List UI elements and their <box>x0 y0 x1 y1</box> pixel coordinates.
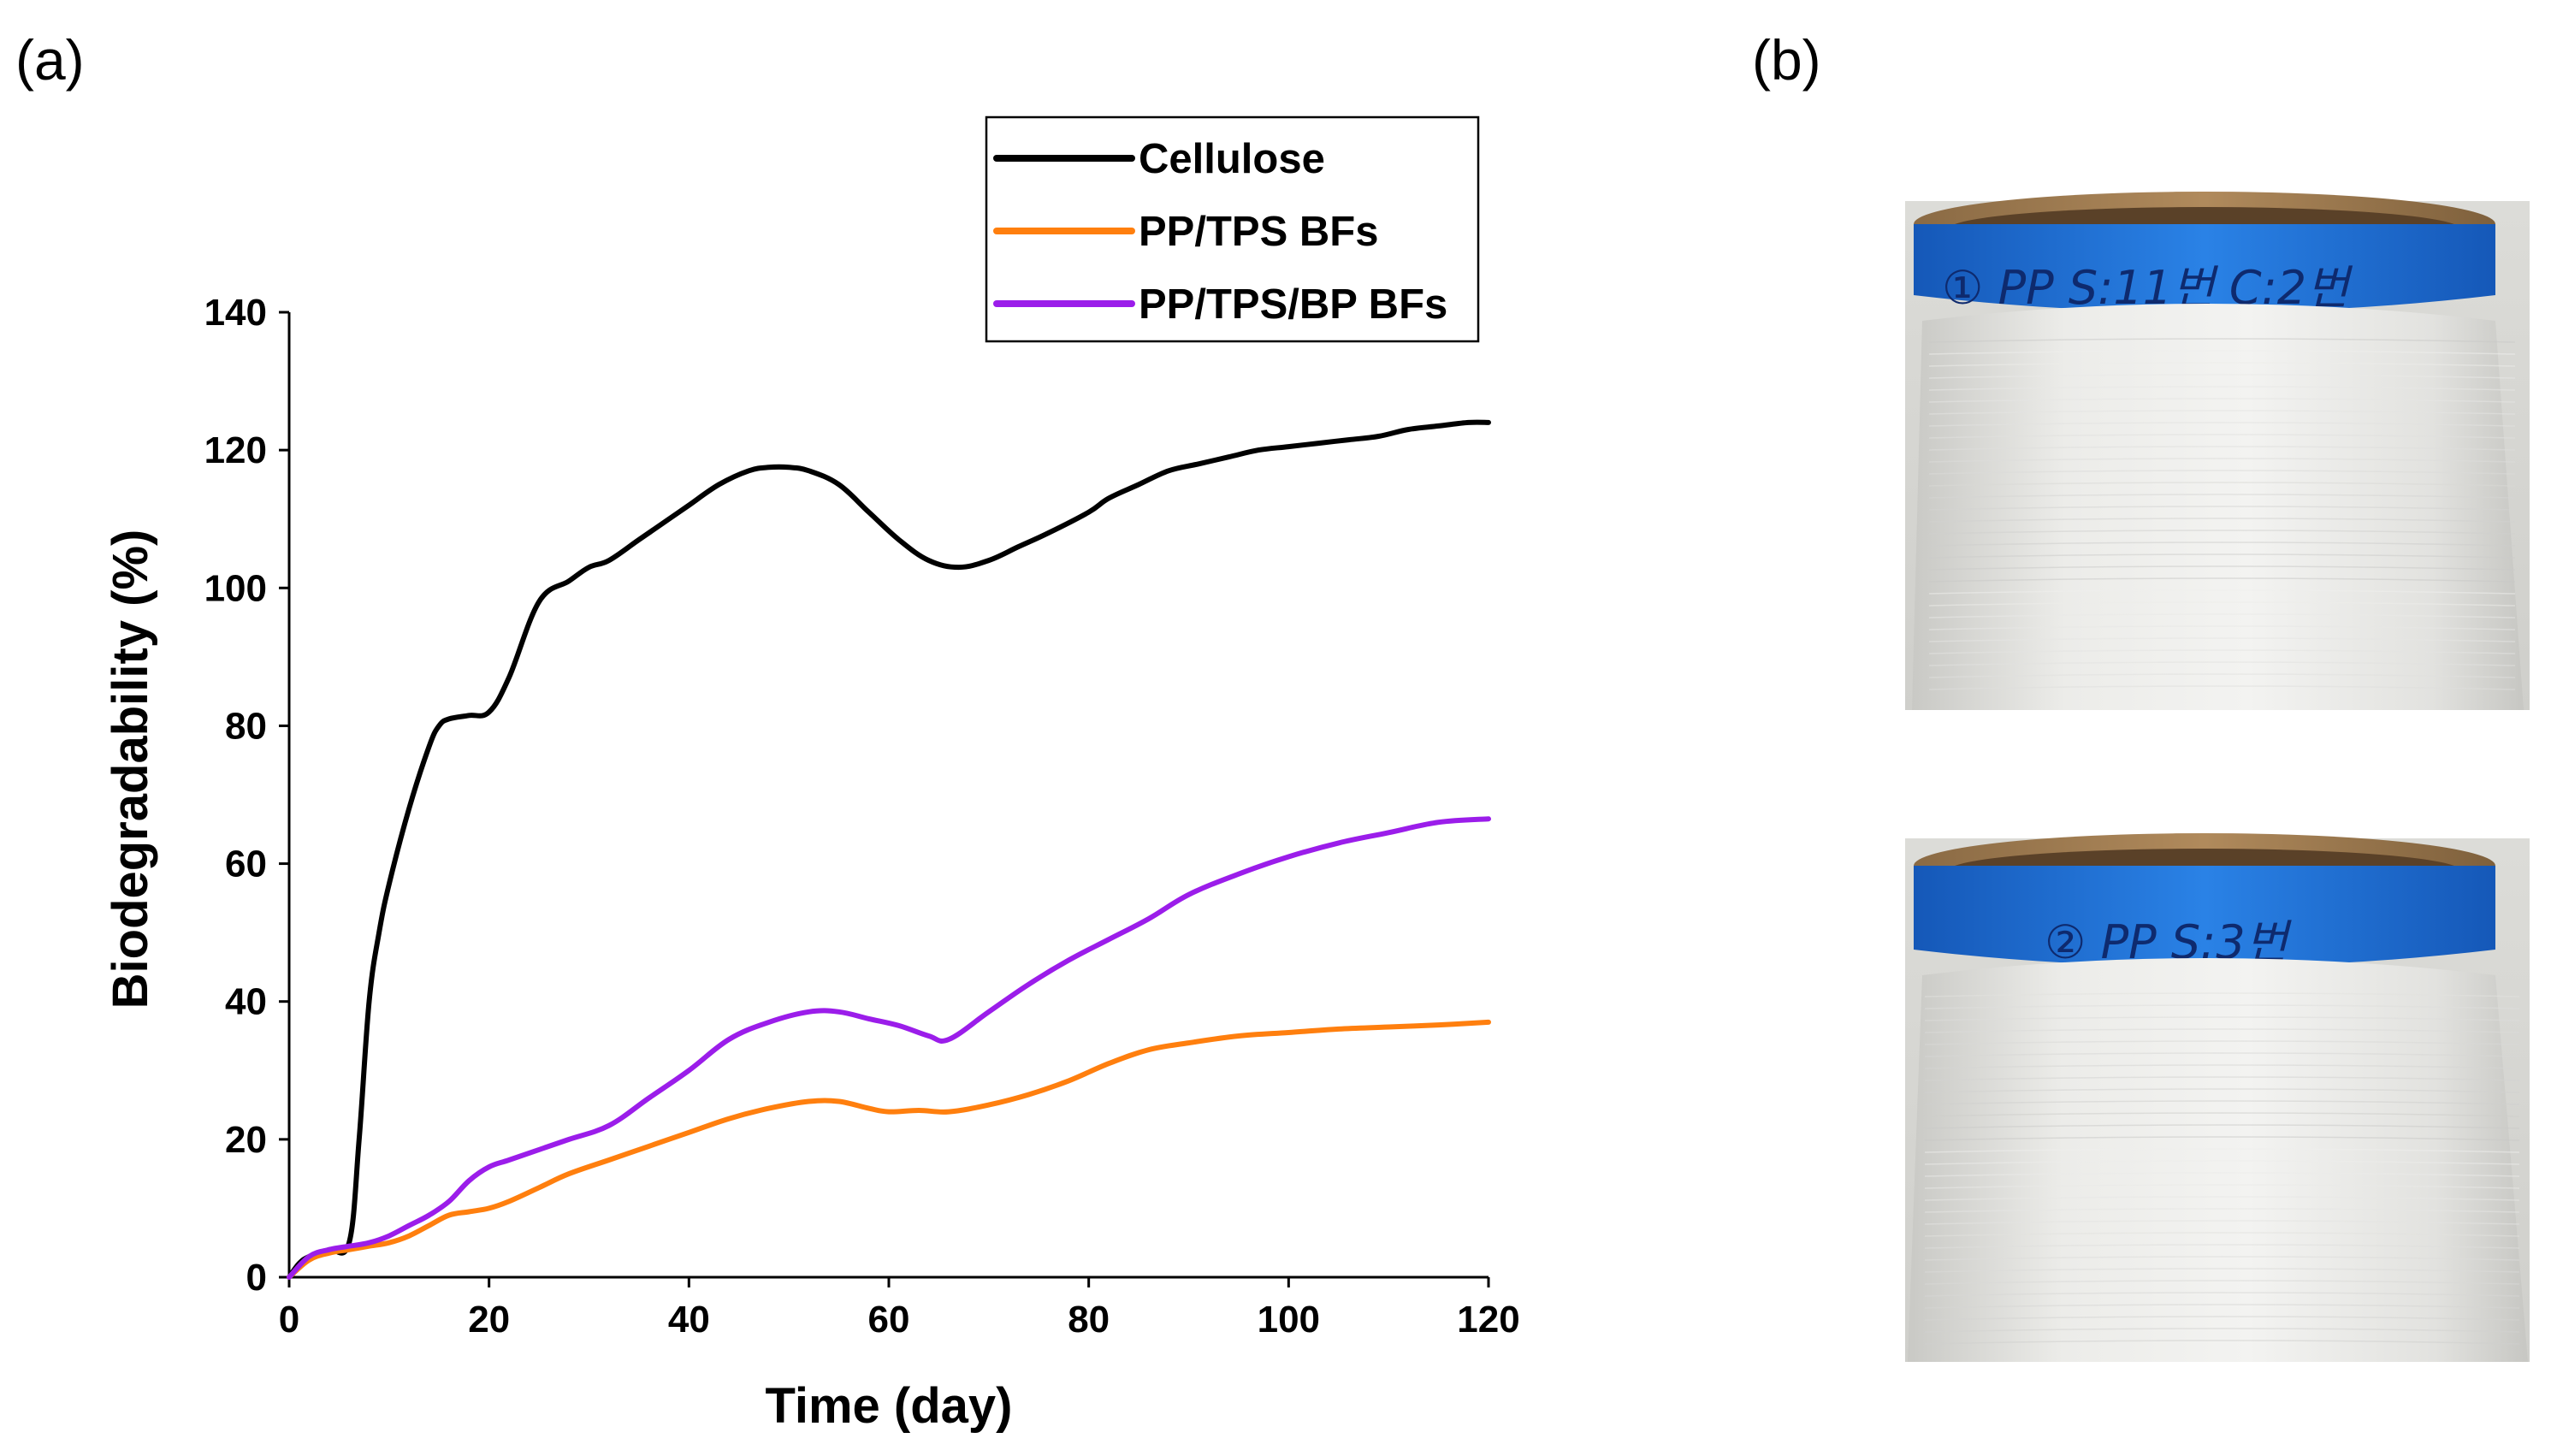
spool-bottom-fiber-strand <box>1924 1052 2520 1057</box>
x-tick-label: 20 <box>468 1299 510 1341</box>
spool-top-fiber-strand <box>1928 434 2516 439</box>
spool-bottom-fiber-strand <box>1924 1208 2520 1213</box>
spool-top-fiber-strand <box>1928 625 2516 630</box>
spool-bottom-fiber-strand <box>1924 1064 2520 1069</box>
spool-top-fiber-strand <box>1928 530 2516 535</box>
panel-b-label: (b) <box>1752 28 1821 92</box>
photo-top-group: ① PP S:11번 C:2번 <box>1905 192 2530 710</box>
spool-top-fiber-strand <box>1928 518 2516 523</box>
spool-top-fiber-strand <box>1928 482 2516 487</box>
spool-top-fiber-strand <box>1928 398 2516 403</box>
x-tick-label: 40 <box>668 1299 710 1341</box>
panel-a-label: (a) <box>15 28 85 92</box>
spool-top-fiber-strand <box>1928 470 2516 475</box>
series-line-cellulose <box>287 419 1491 1280</box>
spool-top-fiber-strand <box>1928 446 2516 451</box>
spool-bottom-fiber-strand <box>1924 1328 2520 1333</box>
series-line-pp-tps-bp-bfs <box>287 816 1491 1280</box>
spool-bottom-fiber-strand <box>1924 1076 2520 1081</box>
spool-top-fiber-strand <box>1928 553 2516 559</box>
x-axis-title: Time (day) <box>765 1378 1012 1434</box>
spool-bottom-fiber-strand <box>1924 1292 2520 1297</box>
y-axis-title: Biodegradability (%) <box>103 530 158 1009</box>
spool-top-fiber-strand <box>1928 673 2516 678</box>
y-tick-label: 120 <box>204 429 267 471</box>
spool-top-fiber-strand <box>1928 386 2516 391</box>
chart-series-layer <box>287 419 1491 1280</box>
spool-bottom-fiber-strand <box>1924 1172 2520 1177</box>
spool-top-fiber-strand <box>1928 350 2516 355</box>
spool-top-fiber-strand <box>1928 422 2516 427</box>
legend-label-pp-tps-bp-bfs: PP/TPS/BP BFs <box>1139 281 1447 328</box>
spool-bottom-fiber-strand <box>1924 1196 2520 1201</box>
legend-label-pp-tps-bfs: PP/TPS BFs <box>1139 209 1378 255</box>
spool-top-fiber-strand <box>1928 374 2516 379</box>
spool-bottom-fiber-strand <box>1924 1160 2520 1165</box>
spool-bottom-fiber-strand <box>1924 1016 2520 1021</box>
spool-top-fiber-strand <box>1928 565 2516 571</box>
spool-top-fiber-strand <box>1928 494 2516 499</box>
spool-top-fiber-strand <box>1928 577 2516 583</box>
y-tick-label: 0 <box>246 1257 267 1299</box>
spool-bottom-fiber-strand <box>1924 1280 2520 1285</box>
y-tick-label: 60 <box>225 843 267 885</box>
legend-label-cellulose: Cellulose <box>1139 136 1325 182</box>
chart-legend: Cellulose PP/TPS BFs PP/TPS/BP BFs <box>985 115 1480 343</box>
spool-bottom-fiber-strand <box>1924 1028 2520 1033</box>
spool-top-fiber-strand <box>1928 661 2516 666</box>
spool-bottom-fiber-strand <box>1924 1244 2520 1249</box>
spool-top-fiber-strand <box>1928 685 2516 690</box>
x-tick-label: 60 <box>868 1299 910 1341</box>
spool-top-fiber-strand <box>1928 589 2516 595</box>
spool-top-fiber-strand <box>1928 506 2516 511</box>
spool-bottom-fiber-strand <box>1924 992 2520 997</box>
spool-bottom-fiber <box>1908 958 2528 1362</box>
x-tick-label: 100 <box>1258 1299 1320 1341</box>
spool-bottom-fiber-strand <box>1924 1316 2520 1321</box>
spool-bottom-fiber-strand <box>1924 1220 2520 1225</box>
spool-bottom-fiber-strand <box>1924 1232 2520 1237</box>
spool-bottom-fiber-strand <box>1924 1136 2520 1141</box>
spool-bottom-tape <box>1914 866 2495 967</box>
spool-top-fiber-strand <box>1928 637 2516 642</box>
spool-top-fiber-strand <box>1928 601 2516 607</box>
photo-bottom-group: ② PP S:3번 <box>1905 833 2530 1362</box>
spool-top-fiber-strand <box>1928 542 2516 547</box>
spool-bottom-fiber-strand <box>1924 1004 2520 1009</box>
spool-top-fiber-strand <box>1928 649 2516 654</box>
spool-top-tape <box>1914 224 2495 312</box>
spool-top-fiber-strand <box>1928 338 2516 343</box>
spool-top-fiber-strand <box>1928 458 2516 463</box>
spool-bottom-fiber-strand <box>1924 1256 2520 1261</box>
y-tick-label: 100 <box>204 567 267 609</box>
x-tick-label: 120 <box>1457 1299 1519 1341</box>
spool-bottom-fiber-strand <box>1924 1268 2520 1273</box>
spool-bottom-fiber-strand <box>1924 1088 2520 1093</box>
spool-top-fiber-strand <box>1928 613 2516 619</box>
spool-bottom-fiber-strand <box>1924 1100 2520 1105</box>
x-tick-label: 80 <box>1068 1299 1110 1341</box>
spool-bottom-fiber-strand <box>1924 1184 2520 1189</box>
spool-bottom-fiber-strand <box>1924 1304 2520 1309</box>
spool-bottom-fiber-strand <box>1924 1112 2520 1117</box>
x-tick-label: 0 <box>279 1299 299 1341</box>
spool-bottom-fiber-strand <box>1924 1040 2520 1045</box>
y-tick-label: 80 <box>225 705 267 747</box>
y-tick-label: 140 <box>204 292 267 334</box>
chart-axes: 0 20 40 60 80 100 120 140 0 20 40 60 80 100 120 Time (d… <box>103 292 1520 1434</box>
spool-bottom-fiber-strand <box>1924 1148 2520 1153</box>
spool-top-fiber-strand <box>1928 410 2516 415</box>
series-line-pp-tps-bfs <box>287 1019 1491 1280</box>
y-tick-label: 40 <box>225 981 267 1023</box>
y-tick-label: 20 <box>225 1119 267 1161</box>
spool-top-fiber-strand <box>1928 362 2516 367</box>
spool-bottom-fiber-strand <box>1924 1124 2520 1129</box>
spool-bottom-fiber-strand <box>1924 1340 2520 1345</box>
